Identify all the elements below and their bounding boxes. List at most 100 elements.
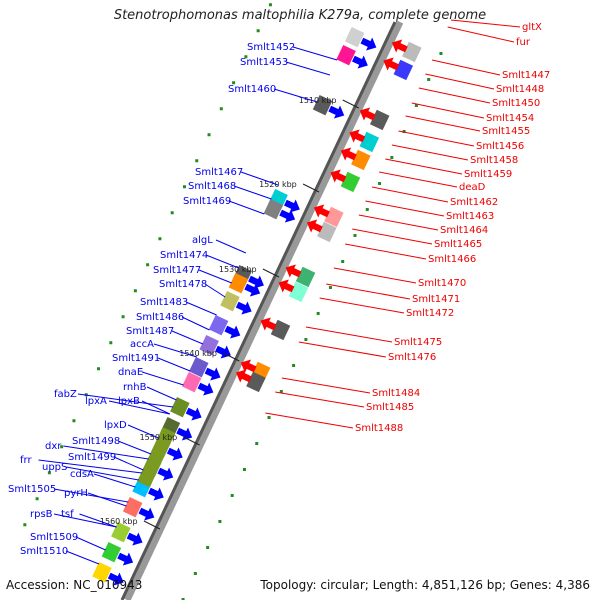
outer-right-tick-dot [218,519,222,523]
forward-gene-arrow [204,367,221,381]
forward-label-leader [215,239,247,254]
forward-gene-label[interactable]: accA [130,339,154,350]
outer-right-tick-dot [255,441,259,445]
forward-gene-arrow [157,467,174,481]
reverse-gene-label[interactable]: Smlt1485 [366,402,414,413]
forward-gene-label[interactable]: Smlt1453 [240,57,288,68]
reverse-label-leader [371,186,449,203]
reverse-gene-label[interactable]: Smlt1447 [502,70,550,81]
reverse-gene-label[interactable]: Smlt1472 [406,308,454,319]
forward-gene-label[interactable]: tsf [61,509,74,520]
forward-gene-block [336,44,356,66]
reverse-gene-label[interactable]: Smlt1465 [434,239,482,250]
forward-gene-block [170,396,190,418]
forward-gene-arrow [185,407,202,421]
outer-right-tick-dot [427,77,431,81]
forward-gene-arrow [147,487,164,501]
reverse-gene-label[interactable]: Smlt1466 [428,254,476,265]
forward-gene-block [220,290,240,312]
forward-gene-label[interactable]: Smlt1509 [30,532,78,543]
reverse-label-leader [425,73,495,90]
forward-gene-label[interactable]: Smlt1505 [8,484,56,495]
reverse-label-leader [275,391,365,408]
forward-gene-label[interactable]: Smlt1452 [247,42,295,53]
reverse-label-leader [305,326,393,343]
forward-gene-arrow [284,199,300,213]
reverse-gene-label[interactable]: Smlt1470 [418,278,466,289]
forward-gene-label[interactable]: fabZ [54,389,77,400]
forward-gene-label[interactable]: rnhB [123,382,147,393]
forward-gene-label[interactable]: Smlt1486 [136,312,184,323]
forward-gene-label[interactable]: Smlt1474 [160,250,208,261]
reverse-gene-label[interactable]: gltX [522,22,542,33]
reverse-gene-label[interactable]: Smlt1456 [476,141,524,152]
forward-gene-label[interactable]: Smlt1467 [195,167,243,178]
forward-gene-label[interactable]: lpxD [104,420,127,431]
reverse-gene-label[interactable]: Smlt1450 [492,98,540,109]
reverse-gene-label[interactable]: Smlt1488 [355,423,403,434]
reverse-gene-label[interactable]: Smlt1458 [470,155,518,166]
reverse-gene-label[interactable]: Smlt1462 [450,197,498,208]
outer-left-tick-dot [244,55,248,59]
forward-gene-label[interactable]: Smlt1478 [159,279,207,290]
forward-gene-label[interactable]: Smlt1499 [68,452,116,463]
reverse-gene-label[interactable]: fur [516,37,531,48]
reverse-gene-label[interactable]: Smlt1455 [482,126,530,137]
forward-gene-label[interactable]: pyrH [64,488,88,499]
forward-gene-arrow [107,572,124,586]
reverse-gene-label[interactable]: Smlt1459 [464,169,512,180]
reverse-gene-label[interactable]: Smlt1475 [394,337,442,348]
outer-right-tick-dot [390,155,394,159]
outer-left-tick-dot [35,497,39,501]
forward-gene-label[interactable]: lpxA [85,396,107,407]
forward-gene-label[interactable]: dxr [45,441,62,452]
reverse-gene-label[interactable]: Smlt1476 [388,352,436,363]
reverse-gene-label[interactable]: Smlt1463 [446,211,494,222]
forward-gene-label[interactable]: Smlt1460 [228,84,276,95]
reverse-gene-label[interactable]: Smlt1454 [486,113,534,124]
forward-gene-block [228,272,249,294]
forward-label-leader [93,473,136,488]
forward-label-leader [53,488,129,503]
reverse-label-leader [358,214,439,231]
forward-gene-label[interactable]: Smlt1483 [140,297,188,308]
forward-gene-label[interactable]: uppS [42,462,67,473]
reverse-gene-label[interactable]: Smlt1484 [372,388,420,399]
outer-left-tick-dot [60,445,64,449]
forward-gene-label[interactable]: Smlt1477 [153,265,201,276]
forward-gene-block [263,198,284,220]
forward-gene-label[interactable]: lpxB [118,396,140,407]
forward-gene-label[interactable]: cdsA [70,469,94,480]
forward-gene-label[interactable]: rpsB [30,509,53,520]
forward-gene-block [312,94,333,116]
forward-gene-label[interactable]: Smlt1510 [20,546,68,557]
kbp-tick-line [302,183,320,193]
forward-gene-label[interactable]: Smlt1491 [112,353,160,364]
reverse-gene-label[interactable]: Smlt1464 [440,225,488,236]
reverse-gene-label[interactable]: Smlt1448 [496,84,544,95]
outer-right-tick-dot [341,259,345,263]
reverse-label-leader [391,144,469,161]
forward-gene-block [92,561,112,583]
outer-right-tick-dot [230,493,234,497]
forward-gene-label[interactable]: Smlt1469 [183,196,231,207]
forward-gene-label[interactable]: algL [192,235,213,246]
forward-gene-label[interactable]: Smlt1487 [126,326,174,337]
forward-gene-label[interactable]: Smlt1498 [72,436,120,447]
outer-left-tick-dot [47,471,51,475]
genome-title: Stenotrophomonas maltophilia K279a, comp… [113,8,487,23]
reverse-gene-label[interactable]: Smlt1471 [412,294,460,305]
outer-left-tick-dot [146,263,150,267]
forward-gene-label[interactable]: dnaE [118,367,143,378]
forward-label-leader [127,424,159,439]
kbp-tick-line [262,268,280,278]
forward-gene-arrow [138,507,155,521]
forward-label-leader [292,46,338,61]
forward-label-leader [171,330,204,345]
forward-gene-label[interactable]: Smlt1468 [188,181,236,192]
forward-gene-arrow [279,209,296,223]
reverse-gene-label[interactable]: deaD [459,182,486,193]
reverse-label-leader [265,412,354,429]
forward-gene-label[interactable]: frr [20,455,32,466]
